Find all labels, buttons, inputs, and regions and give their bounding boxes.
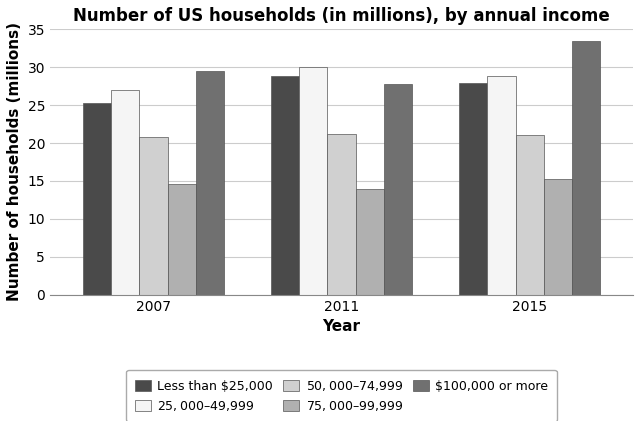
Title: Number of US households (in millions), by annual income: Number of US households (in millions), b…: [73, 7, 610, 25]
Bar: [384, 84, 412, 295]
Bar: [300, 67, 328, 295]
Bar: [459, 83, 487, 295]
Bar: [487, 76, 515, 295]
Bar: [271, 75, 300, 295]
Bar: [572, 41, 600, 295]
Bar: [328, 134, 356, 295]
Bar: [356, 189, 384, 295]
Bar: [196, 71, 224, 295]
Legend: Less than $25,000, $25,000–$49,999, $50,000–$74,999, $75,000–$99,999, $100,000 o: Less than $25,000, $25,000–$49,999, $50,…: [126, 370, 557, 421]
Bar: [515, 136, 544, 295]
Bar: [544, 179, 572, 295]
Bar: [83, 103, 111, 295]
X-axis label: Year: Year: [323, 319, 360, 334]
Bar: [140, 137, 168, 295]
Bar: [111, 90, 140, 295]
Bar: [168, 184, 196, 295]
Y-axis label: Number of households (millions): Number of households (millions): [7, 22, 22, 301]
